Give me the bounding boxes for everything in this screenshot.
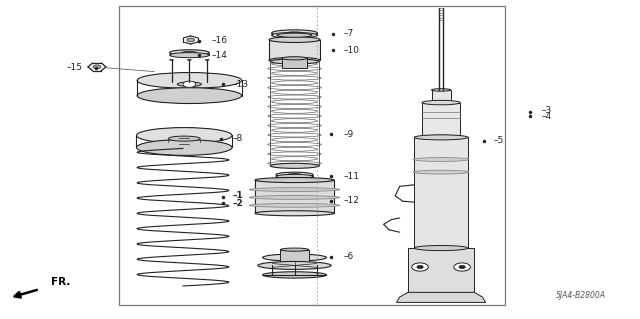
Ellipse shape [276, 174, 313, 179]
Ellipse shape [136, 140, 232, 155]
Ellipse shape [414, 246, 468, 250]
Circle shape [187, 38, 195, 42]
Ellipse shape [269, 37, 320, 42]
Ellipse shape [137, 72, 242, 88]
FancyBboxPatch shape [269, 40, 320, 60]
Ellipse shape [262, 272, 326, 278]
Text: –2: –2 [232, 199, 243, 208]
Text: –13: –13 [232, 80, 248, 89]
Text: –6: –6 [344, 252, 354, 261]
FancyBboxPatch shape [280, 250, 308, 262]
Ellipse shape [249, 204, 340, 207]
Circle shape [454, 263, 470, 271]
Ellipse shape [255, 211, 334, 216]
Ellipse shape [177, 82, 202, 86]
Ellipse shape [170, 53, 209, 58]
Text: FR.: FR. [51, 277, 70, 286]
FancyBboxPatch shape [282, 58, 307, 68]
Text: –16: –16 [212, 36, 228, 45]
Text: –8: –8 [232, 134, 243, 144]
Polygon shape [396, 292, 486, 302]
Ellipse shape [137, 88, 242, 104]
Text: –15: –15 [67, 63, 83, 72]
Ellipse shape [287, 174, 301, 176]
Ellipse shape [422, 135, 460, 140]
Ellipse shape [255, 178, 334, 182]
Circle shape [93, 65, 100, 69]
Ellipse shape [168, 136, 200, 141]
Text: –11: –11 [344, 172, 360, 181]
Ellipse shape [277, 33, 312, 37]
Ellipse shape [270, 163, 319, 168]
Ellipse shape [271, 33, 317, 38]
Ellipse shape [136, 128, 232, 143]
Ellipse shape [258, 262, 331, 269]
Text: –3: –3 [541, 106, 552, 115]
Text: 5JA4-B2800A: 5JA4-B2800A [556, 291, 606, 300]
Ellipse shape [170, 59, 173, 60]
Ellipse shape [205, 59, 209, 60]
Text: –9: –9 [344, 130, 354, 139]
Ellipse shape [413, 170, 469, 174]
Circle shape [183, 81, 196, 87]
Text: –1: –1 [232, 191, 243, 200]
Ellipse shape [276, 172, 313, 177]
Ellipse shape [182, 51, 197, 54]
Ellipse shape [271, 30, 317, 36]
Ellipse shape [282, 57, 307, 60]
Ellipse shape [188, 59, 191, 60]
Circle shape [459, 265, 465, 269]
Text: –4: –4 [541, 112, 551, 121]
Ellipse shape [270, 59, 319, 64]
Ellipse shape [431, 101, 451, 104]
Ellipse shape [269, 57, 320, 63]
Text: –10: –10 [344, 46, 360, 55]
Text: –5: –5 [493, 136, 504, 145]
Ellipse shape [414, 135, 468, 140]
FancyBboxPatch shape [431, 90, 451, 103]
Circle shape [412, 263, 428, 271]
FancyBboxPatch shape [422, 103, 460, 137]
Text: –12: –12 [344, 196, 360, 205]
Ellipse shape [422, 100, 460, 105]
Ellipse shape [249, 188, 340, 191]
FancyBboxPatch shape [408, 248, 474, 292]
Ellipse shape [431, 89, 451, 91]
Ellipse shape [413, 158, 469, 161]
FancyBboxPatch shape [414, 137, 468, 248]
FancyBboxPatch shape [255, 180, 334, 213]
Ellipse shape [249, 196, 340, 199]
Ellipse shape [170, 50, 209, 56]
Ellipse shape [280, 248, 308, 251]
Ellipse shape [287, 32, 303, 34]
Ellipse shape [262, 254, 326, 261]
Circle shape [417, 265, 423, 269]
Text: –7: –7 [344, 29, 354, 39]
Text: –14: –14 [212, 51, 228, 60]
